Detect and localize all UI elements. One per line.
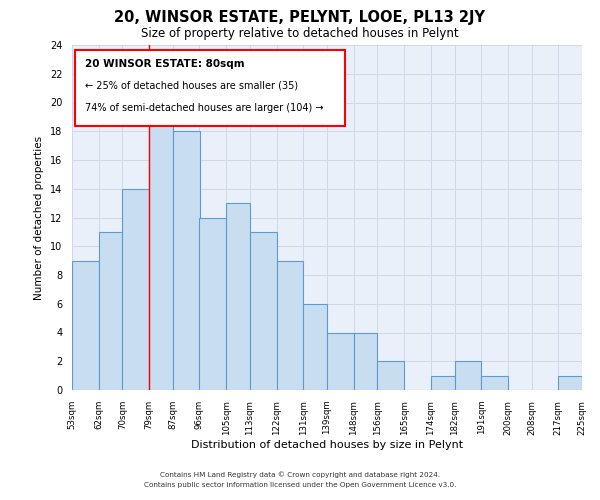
Bar [431, 376, 455, 390]
Text: 20 WINSOR ESTATE: 80sqm: 20 WINSOR ESTATE: 80sqm [85, 59, 244, 69]
Bar [481, 376, 508, 390]
Bar [173, 131, 199, 390]
Text: Contains HM Land Registry data © Crown copyright and database right 2024.
Contai: Contains HM Land Registry data © Crown c… [144, 472, 456, 488]
Bar [353, 332, 377, 390]
Bar [98, 232, 122, 390]
Bar [199, 218, 226, 390]
Bar [327, 332, 353, 390]
Bar [250, 232, 277, 390]
Bar [303, 304, 327, 390]
Y-axis label: Number of detached properties: Number of detached properties [34, 136, 44, 300]
Bar [122, 188, 149, 390]
Text: ← 25% of detached houses are smaller (35): ← 25% of detached houses are smaller (35… [85, 80, 298, 90]
Bar [277, 260, 303, 390]
FancyBboxPatch shape [74, 50, 345, 126]
Text: Size of property relative to detached houses in Pelynt: Size of property relative to detached ho… [141, 28, 459, 40]
Text: 20, WINSOR ESTATE, PELYNT, LOOE, PL13 2JY: 20, WINSOR ESTATE, PELYNT, LOOE, PL13 2J… [115, 10, 485, 25]
Text: 74% of semi-detached houses are larger (104) →: 74% of semi-detached houses are larger (… [85, 103, 323, 113]
Bar [72, 260, 98, 390]
Bar [377, 361, 404, 390]
Bar [455, 361, 481, 390]
Bar [558, 376, 582, 390]
X-axis label: Distribution of detached houses by size in Pelynt: Distribution of detached houses by size … [191, 440, 463, 450]
Bar [226, 203, 250, 390]
Bar [149, 117, 173, 390]
